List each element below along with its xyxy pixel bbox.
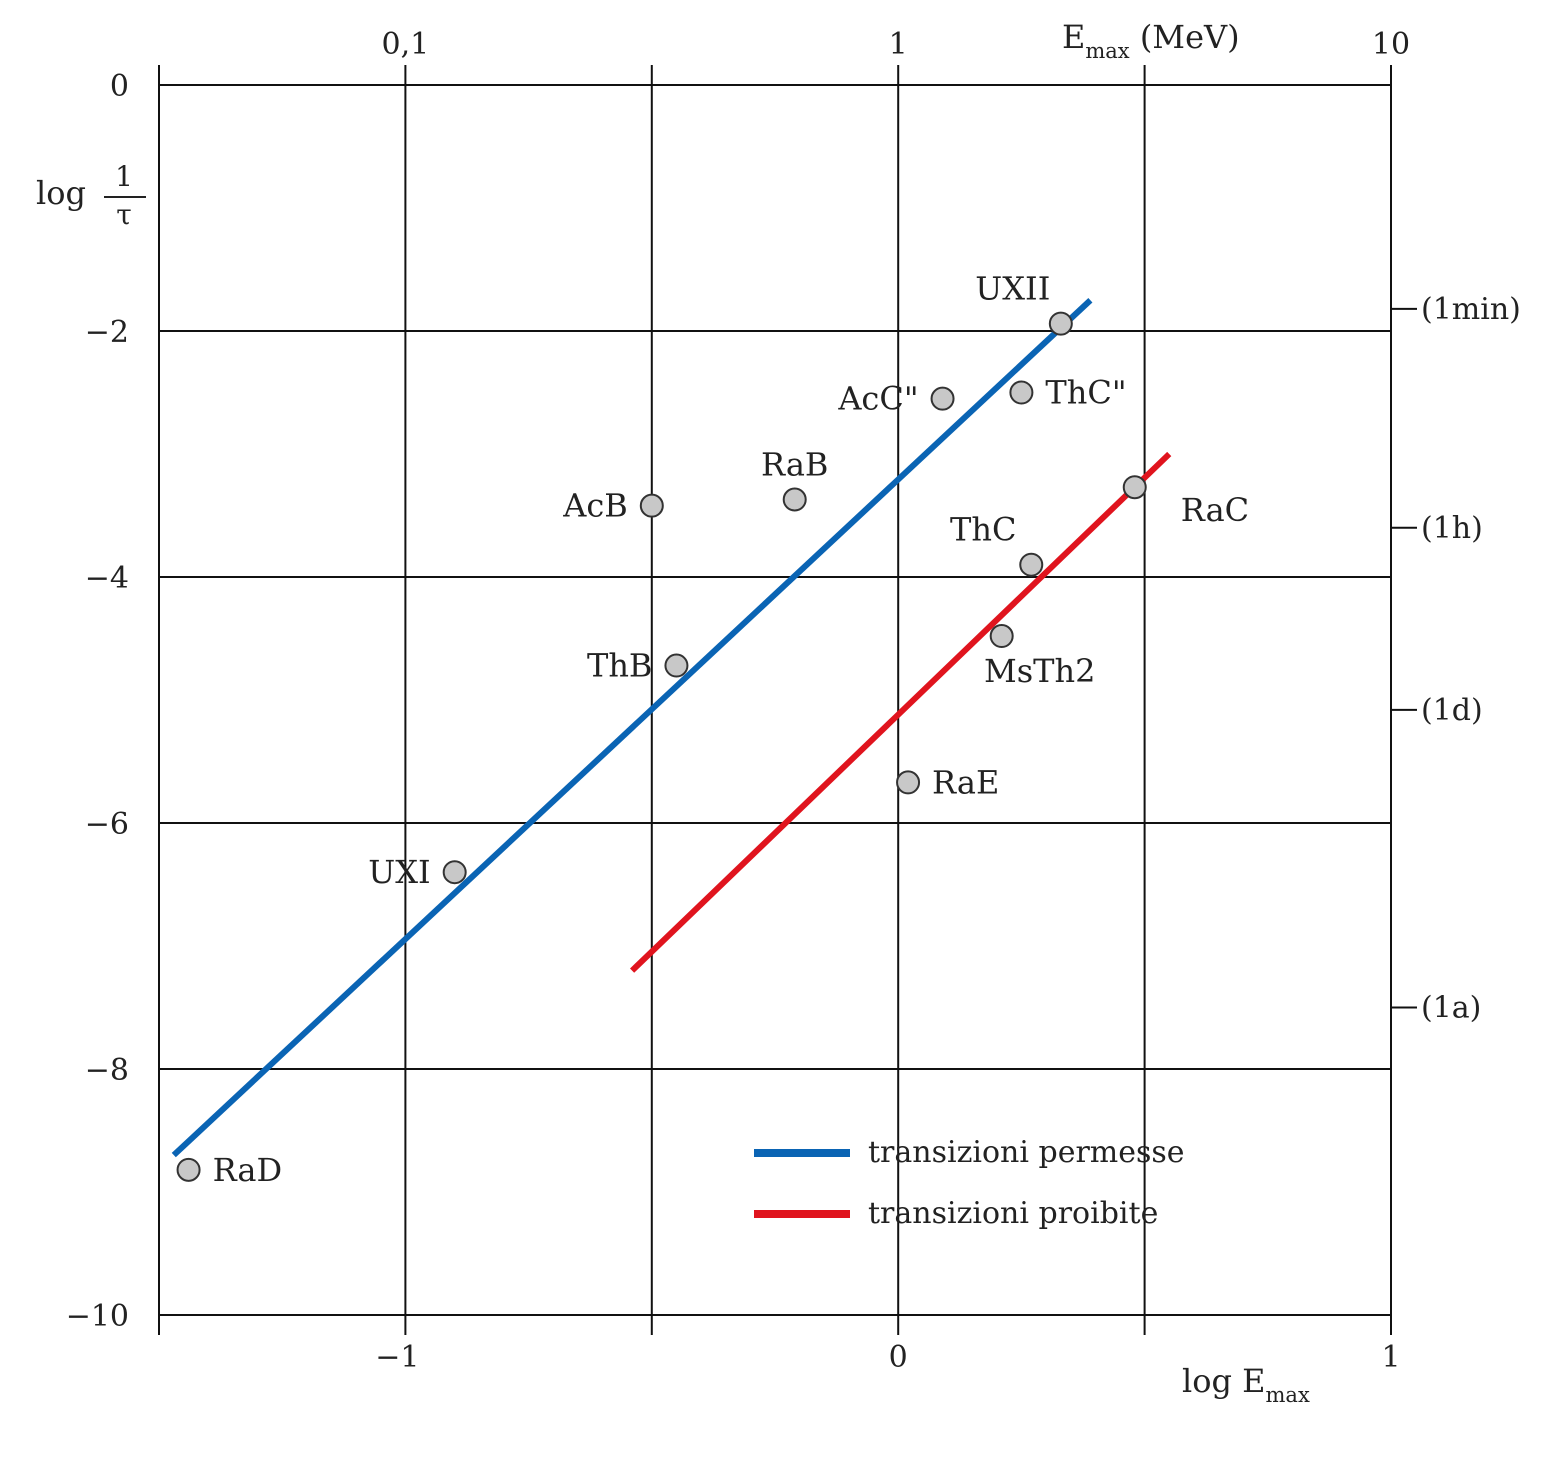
data-point-label: ThB — [587, 647, 652, 685]
data-point — [664, 653, 689, 678]
legend-label-proibite: transizioni proibite — [868, 1196, 1158, 1231]
left-axis-tick-label: −8 — [85, 1053, 129, 1088]
legend: transizioni permesse transizioni proibit… — [754, 1135, 1185, 1231]
right-axis-tick-label: (1d) — [1421, 693, 1483, 728]
data-point-label: AcB — [562, 487, 628, 525]
data-point — [1048, 311, 1073, 336]
top-axis-tick-label: 0,1 — [382, 27, 430, 62]
left-axis-tick-label: 0 — [110, 69, 129, 104]
bottom-axis-title-main: log E — [1182, 1362, 1266, 1400]
top-axis-title-unit: (MeV) — [1130, 18, 1240, 56]
data-point — [639, 493, 664, 518]
top-axis-title: Emax (MeV) — [1062, 18, 1240, 63]
data-point — [1019, 552, 1044, 577]
bottom-axis-title-sub: max — [1266, 1383, 1310, 1407]
right-axis-ticks: (1min) (1h) (1d) (1a) — [1391, 292, 1521, 1026]
data-point-label: ThC — [950, 511, 1016, 549]
top-axis-title-sub: max — [1085, 39, 1129, 63]
data-point — [782, 487, 807, 512]
bottom-axis-tick-label: 0 — [889, 1340, 908, 1375]
left-axis-title: log 1 τ — [36, 160, 146, 231]
top-axis-title-main: E — [1062, 18, 1085, 56]
legend-label-permesse: transizioni permesse — [868, 1135, 1185, 1170]
data-point-label: RaB — [761, 446, 828, 484]
left-axis-tick-label: −2 — [85, 315, 129, 350]
data-point-label: RaC — [1181, 491, 1249, 529]
data-point — [176, 1157, 201, 1182]
data-point — [930, 386, 955, 411]
left-axis-tick-label: −6 — [85, 807, 129, 842]
right-axis-tick-label: (1min) — [1421, 292, 1521, 327]
fit-lines — [171, 298, 1172, 1158]
data-point — [989, 624, 1014, 649]
data-point-label: ThC" — [1045, 374, 1126, 412]
right-axis-tick-label: (1a) — [1421, 991, 1481, 1026]
top-axis-tick-label: 1 — [889, 27, 908, 62]
data-point-label: RaD — [213, 1151, 283, 1189]
series-line-permesse — [171, 298, 1093, 1158]
bottom-axis-tick-label: 1 — [1381, 1340, 1400, 1375]
data-point — [896, 770, 921, 795]
data-point — [1009, 380, 1034, 405]
top-axis-tick-label: 10 — [1372, 27, 1410, 62]
bottom-axis-ticks: −1 0 1 — [375, 1340, 1400, 1375]
bottom-axis-tick-label: −1 — [375, 1340, 419, 1375]
left-axis-title-denominator: τ — [116, 198, 132, 231]
series-line-proibite — [630, 451, 1172, 973]
left-axis-ticks: 0 −2 −4 −6 −8 −10 — [66, 69, 129, 1334]
data-point-label: RaE — [932, 763, 999, 801]
right-axis-tick-label: (1h) — [1421, 511, 1483, 546]
top-axis-ticks: 0,1 1 10 — [382, 27, 1411, 62]
data-point-label: UXII — [975, 270, 1050, 308]
grid — [158, 65, 1392, 1335]
left-axis-tick-label: −10 — [66, 1299, 129, 1334]
bottom-axis-title: log Emax — [1182, 1362, 1310, 1407]
left-axis-title-log: log — [36, 174, 86, 212]
left-axis-title-numerator: 1 — [115, 160, 133, 193]
data-point-label: MsTh2 — [984, 652, 1096, 690]
left-axis-tick-label: −4 — [85, 561, 129, 596]
data-point-label: AcC" — [837, 380, 918, 418]
data-point-label: UXI — [368, 853, 430, 891]
data-point — [1122, 475, 1147, 500]
data-point — [442, 860, 467, 885]
